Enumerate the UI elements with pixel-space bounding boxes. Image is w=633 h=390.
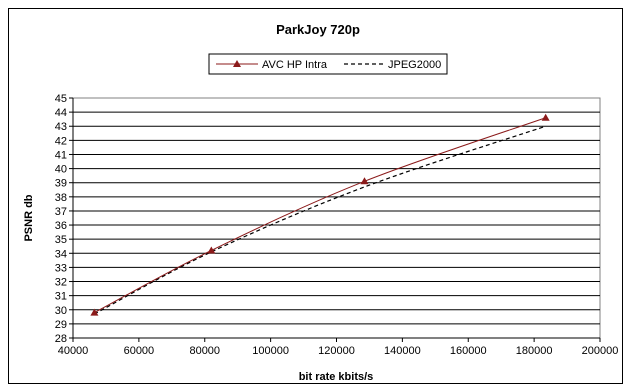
y-tick-label: 41 [55,149,67,161]
x-tick-label: 100000 [252,345,289,357]
y-axis-title: PSNR db [23,194,35,241]
y-tick-label: 39 [55,178,67,190]
y-tick-label: 33 [55,262,67,274]
x-tick-label: 140000 [384,345,421,357]
x-tick-label: 180000 [516,345,553,357]
y-tick-label: 28 [55,333,67,345]
series-line-jpeg2000 [94,125,546,315]
x-tick-label: 160000 [450,345,487,357]
x-tick-label: 40000 [58,345,89,357]
legend-box [208,53,448,75]
x-tick-label: 80000 [189,345,220,357]
y-tick-label: 32 [55,277,67,289]
legend: AVC HP Intra JPEG2000 [208,53,448,75]
y-tick-label: 35 [55,234,67,246]
y-tick-label: 42 [55,135,67,147]
data-point-marker [90,308,99,316]
data-point-marker [541,113,550,121]
y-tick-label: 37 [55,206,67,218]
y-tick-label: 44 [55,107,67,119]
y-tick-label: 34 [55,248,67,260]
y-tick-label: 36 [55,220,67,232]
y-axis-ticks: 28 29 30 31 32 33 34 35 36 37 38 39 40 41 42 43 44 45 [55,93,73,345]
series-layer [72,98,600,339]
x-tick-label: 200000 [582,345,619,357]
y-tick-label: 29 [55,319,67,331]
y-tick-label: 45 [55,93,67,105]
data-point-marker [360,177,369,185]
legend-label-avc: AVC HP Intra [262,59,328,71]
series-line-avc-hp-intra [94,117,546,314]
y-tick-label: 30 [55,305,67,317]
legend-marker-avc [233,60,241,67]
x-axis-title: bit rate kbits/s [299,371,374,383]
y-tick-label: 40 [55,164,67,176]
x-tick-label: 60000 [124,345,155,357]
grid-lines [73,111,600,325]
y-tick-label: 31 [55,291,67,303]
y-tick-label: 43 [55,121,67,133]
y-tick-label: 38 [55,192,67,204]
chart-title: ParkJoy 720p [276,22,360,37]
x-axis-ticks: 40000 60000 80000 100000 120000 140000 160000 1… [58,338,619,357]
legend-label-jpeg2000: JPEG2000 [388,59,441,71]
x-tick-label: 120000 [318,345,355,357]
data-point-marker [207,246,216,254]
